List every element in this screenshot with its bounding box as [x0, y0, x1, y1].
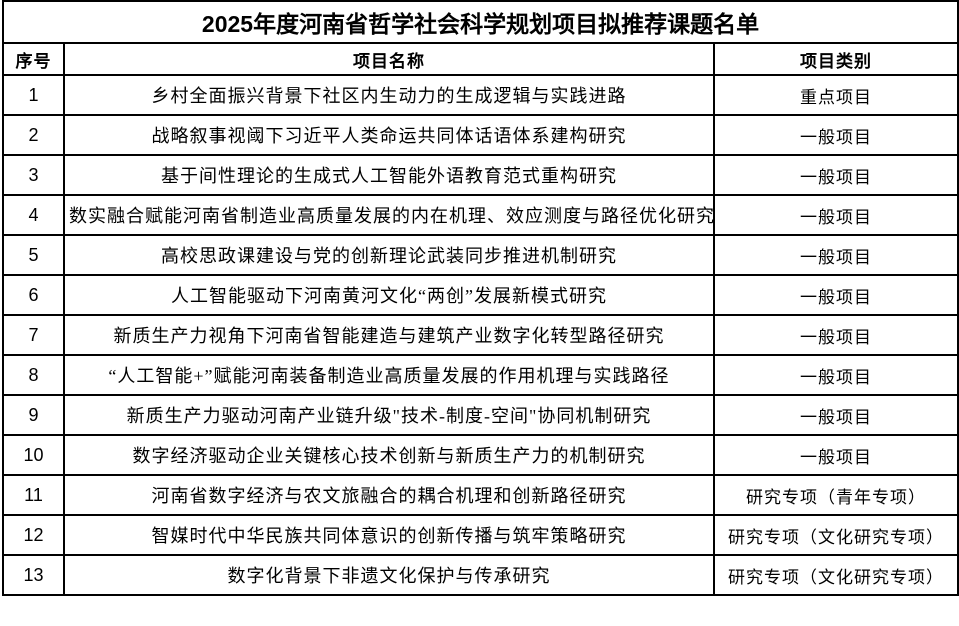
project-name: 新质生产力驱动河南产业链升级"技术-制度-空间"协同机制研究 — [63, 394, 715, 436]
project-category: 一般项目 — [712, 234, 959, 276]
project-category: 重点项目 — [712, 74, 959, 116]
column-header-name: 项目名称 — [63, 42, 715, 76]
row-number: 1 — [2, 74, 65, 116]
project-name: 人工智能驱动下河南黄河文化“两创”发展新模式研究 — [63, 274, 715, 316]
row-number: 4 — [2, 194, 65, 236]
project-name: 河南省数字经济与农文旅融合的耦合机理和创新路径研究 — [63, 474, 715, 516]
table-row: 9 新质生产力驱动河南产业链升级"技术-制度-空间"协同机制研究 一般项目 — [2, 394, 959, 436]
table-row: 2 战略叙事视阈下习近平人类命运共同体话语体系建构研究 一般项目 — [2, 114, 959, 156]
project-name: 数字化背景下非遗文化保护与传承研究 — [63, 554, 715, 596]
row-number: 10 — [2, 434, 65, 476]
table-row: 6 人工智能驱动下河南黄河文化“两创”发展新模式研究 一般项目 — [2, 274, 959, 316]
table-row: 12 智媒时代中华民族共同体意识的创新传播与筑牢策略研究 研究专项（文化研究专项… — [2, 514, 959, 556]
project-category: 研究专项（文化研究专项） — [712, 514, 959, 556]
project-name: 数字经济驱动企业关键核心技术创新与新质生产力的机制研究 — [63, 434, 715, 476]
row-number: 7 — [2, 314, 65, 356]
header-row: 序号 项目名称 项目类别 — [2, 42, 959, 76]
project-name: 战略叙事视阈下习近平人类命运共同体话语体系建构研究 — [63, 114, 715, 156]
table-row: 11 河南省数字经济与农文旅融合的耦合机理和创新路径研究 研究专项（青年专项） — [2, 474, 959, 516]
project-category: 一般项目 — [712, 354, 959, 396]
column-header-category: 项目类别 — [712, 42, 959, 76]
project-category: 一般项目 — [712, 114, 959, 156]
title-row: 2025年度河南省哲学社会科学规划项目拟推荐课题名单 — [1, 0, 959, 44]
page-title: 2025年度河南省哲学社会科学规划项目拟推荐课题名单 — [1, 0, 959, 44]
row-number: 6 — [2, 274, 65, 316]
table-row: 8 “人工智能+”赋能河南装备制造业高质量发展的作用机理与实践路径 一般项目 — [2, 354, 959, 396]
row-number: 13 — [2, 554, 65, 596]
table-row: 13 数字化背景下非遗文化保护与传承研究 研究专项（文化研究专项） — [2, 554, 959, 596]
row-number: 3 — [2, 154, 65, 196]
project-category: 研究专项（青年专项） — [712, 474, 959, 516]
row-number: 5 — [2, 234, 65, 276]
table-row: 4 数实融合赋能河南省制造业高质量发展的内在机理、效应测度与路径优化研究 一般项… — [2, 194, 959, 236]
project-category: 一般项目 — [712, 274, 959, 316]
project-name: 基于间性理论的生成式人工智能外语教育范式重构研究 — [63, 154, 715, 196]
project-category: 研究专项（文化研究专项） — [712, 554, 959, 596]
project-category: 一般项目 — [712, 314, 959, 356]
row-number: 11 — [2, 474, 65, 516]
project-name: 数实融合赋能河南省制造业高质量发展的内在机理、效应测度与路径优化研究 — [63, 194, 715, 236]
table-row: 10 数字经济驱动企业关键核心技术创新与新质生产力的机制研究 一般项目 — [2, 434, 959, 476]
project-category: 一般项目 — [712, 154, 959, 196]
column-header-no: 序号 — [2, 42, 65, 76]
table-row: 1 乡村全面振兴背景下社区内生动力的生成逻辑与实践进路 重点项目 — [2, 74, 959, 116]
table-row: 3 基于间性理论的生成式人工智能外语教育范式重构研究 一般项目 — [2, 154, 959, 196]
table-row: 7 新质生产力视角下河南省智能建造与建筑产业数字化转型路径研究 一般项目 — [2, 314, 959, 356]
row-number: 9 — [2, 394, 65, 436]
project-name: “人工智能+”赋能河南装备制造业高质量发展的作用机理与实践路径 — [63, 354, 715, 396]
project-name: 智媒时代中华民族共同体意识的创新传播与筑牢策略研究 — [63, 514, 715, 556]
row-number: 2 — [2, 114, 65, 156]
project-name: 高校思政课建设与党的创新理论武装同步推进机制研究 — [63, 234, 715, 276]
project-name: 乡村全面振兴背景下社区内生动力的生成逻辑与实践进路 — [63, 74, 715, 116]
row-number: 12 — [2, 514, 65, 556]
project-category: 一般项目 — [712, 434, 959, 476]
projects-table: 2025年度河南省哲学社会科学规划项目拟推荐课题名单 序号 项目名称 项目类别 … — [1, 0, 959, 596]
project-category: 一般项目 — [712, 394, 959, 436]
table-body: 2025年度河南省哲学社会科学规划项目拟推荐课题名单 序号 项目名称 项目类别 … — [1, 0, 959, 596]
table-row: 5 高校思政课建设与党的创新理论武装同步推进机制研究 一般项目 — [2, 234, 959, 276]
row-number: 8 — [2, 354, 65, 396]
project-name: 新质生产力视角下河南省智能建造与建筑产业数字化转型路径研究 — [63, 314, 715, 356]
project-category: 一般项目 — [712, 194, 959, 236]
